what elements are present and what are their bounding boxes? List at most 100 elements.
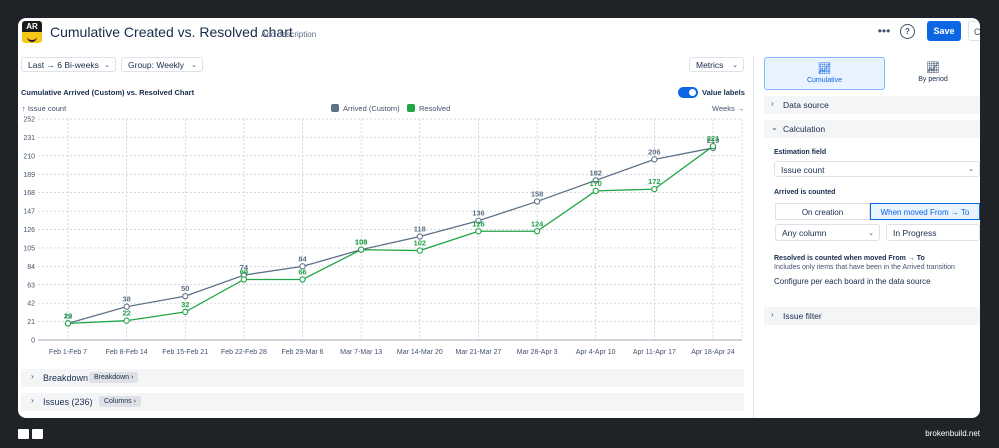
x-axis-unit: Weeks → (712, 104, 745, 113)
x-tick-label: Feb 15-Feb 21 (162, 349, 208, 356)
configure-text: Configure per each board in the data sou… (774, 277, 931, 286)
x-tick-label: Feb 8-Feb 14 (106, 349, 148, 356)
series-point (182, 308, 189, 316)
data-label: 102 (414, 239, 427, 248)
line-chart-icon: 📈︎ (817, 63, 832, 75)
on-creation-option[interactable]: On creation (775, 203, 870, 220)
issues-section[interactable]: › Issues (236) Columns › (21, 393, 744, 411)
x-tick-label: Apr 4-Apr 10 (576, 349, 616, 356)
estimation-field-select[interactable]: Issue count ⌄ (774, 161, 980, 177)
series-point (651, 186, 658, 193)
value-labels-label: Value labels (702, 88, 745, 97)
series-point (416, 247, 423, 254)
data-label: 103 (355, 238, 368, 247)
series-point (416, 233, 423, 240)
data-label: 32 (181, 300, 189, 309)
legend-item-resolved[interactable]: Resolved (407, 104, 450, 113)
breakdown-pill[interactable]: Breakdown › (89, 372, 139, 383)
calculation-section[interactable]: ⌄ Calculation (764, 120, 980, 138)
series-point (358, 246, 365, 253)
help-icon[interactable]: ? (900, 24, 915, 39)
data-label: 219 (707, 136, 720, 145)
legend-item-arrived[interactable]: Arrived (Custom) (331, 104, 400, 113)
chevron-right-icon: › (31, 372, 34, 381)
series-point (475, 228, 482, 235)
chevron-right-icon: › (31, 396, 34, 405)
chevron-down-icon: ⌄ (771, 123, 778, 132)
extra-button[interactable]: C (968, 21, 980, 41)
series-point (651, 156, 658, 163)
issue-filter-section[interactable]: › Issue filter (764, 307, 980, 325)
series-point (299, 276, 306, 283)
estimation-field-label: Estimation field (774, 149, 827, 156)
series-point (64, 320, 72, 327)
tab-by-period[interactable]: 📈︎ By period (886, 57, 980, 90)
y-tick-label: 0 (31, 338, 35, 345)
y-tick-label: 63 (27, 282, 35, 289)
app-logo: AR (22, 21, 42, 43)
from-column-select[interactable]: Any column ⌄ (775, 224, 880, 241)
y-tick-label: 105 (23, 245, 35, 252)
value-labels-toggle[interactable] (678, 87, 698, 98)
data-label: 126 (472, 219, 485, 228)
columns-pill[interactable]: Columns › (99, 396, 141, 407)
y-axis-unit: ↑ Issue count (22, 104, 67, 113)
data-label: 66 (298, 267, 306, 276)
page-title: Cumulative Created vs. Resolved chart (50, 24, 293, 40)
data-label: 50 (181, 284, 189, 293)
footer-logo (18, 429, 44, 439)
series-point (592, 177, 599, 184)
data-label: 69 (240, 267, 248, 276)
y-tick-label: 252 (23, 117, 35, 124)
data-label: 206 (648, 147, 661, 156)
tab-cumulative[interactable]: 📈︎ Cumulative (764, 57, 885, 90)
series-point (182, 293, 189, 300)
data-label: 136 (472, 209, 485, 218)
when-moved-option[interactable]: When moved From → To (870, 203, 980, 220)
metrics-select[interactable]: Metrics ⌄ (689, 57, 744, 72)
resolved-title: Resolved is counted when moved From → To (774, 255, 925, 262)
data-label: 221 (707, 134, 720, 143)
chevron-down-icon: ⌄ (104, 62, 110, 69)
save-button[interactable]: Save (927, 21, 961, 41)
series-line-0 (67, 147, 714, 324)
series-point (299, 263, 306, 270)
cumulative-line-chart: 0 21 42 63 84 105 126 147 168 189 210 231 252 Feb 1-F… (23, 117, 743, 356)
data-label: 19 (64, 311, 72, 320)
y-tick-label: 147 (23, 209, 35, 216)
data-label: 182 (589, 168, 602, 177)
to-column-select[interactable]: In Progress (886, 224, 980, 241)
y-tick-label: 42 (27, 301, 35, 308)
y-tick-label: 126 (23, 227, 35, 234)
add-description-link[interactable]: Add description (261, 30, 317, 39)
y-tick-label: 21 (27, 319, 35, 326)
x-tick-label: Feb 22-Feb 28 (221, 349, 267, 356)
footer-brand: brokenbuild.net (925, 429, 980, 438)
data-source-section[interactable]: › Data source (764, 96, 980, 114)
x-tick-label: Apr 18-Apr 24 (691, 349, 735, 356)
data-label: 74 (240, 263, 249, 272)
y-tick-label: 231 (23, 135, 35, 142)
chart-title: Cumulative Arrived (Custom) vs. Resolved… (21, 88, 195, 97)
period-select[interactable]: Last → 6 Bi-weeks ⌄ (21, 57, 116, 72)
resolved-subtitle: Includes only items that have been in th… (774, 264, 955, 271)
chevron-down-icon: ⌄ (968, 166, 974, 173)
x-tick-label: Mar 28-Apr 3 (517, 349, 558, 356)
y-tick-label: 189 (23, 172, 35, 179)
series-point (533, 198, 541, 205)
y-tick-label: 168 (23, 190, 35, 197)
data-label: 22 (122, 309, 130, 318)
series-line-1 (67, 145, 714, 324)
series-point (533, 228, 541, 235)
arrived-label: Arrived is counted (774, 189, 836, 196)
data-label: 124 (531, 219, 544, 228)
data-label: 172 (648, 177, 661, 186)
more-options-icon[interactable]: ••• (877, 24, 891, 38)
data-label: 118 (414, 225, 426, 234)
group-select[interactable]: Group: Weekly ⌄ (121, 57, 203, 72)
y-tick-label: 84 (27, 264, 35, 271)
chevron-right-icon: › (771, 99, 774, 108)
x-tick-label: Mar 7-Mar 13 (340, 349, 382, 356)
series-point (123, 317, 130, 324)
breakdown-section[interactable]: › Breakdown Breakdown › (21, 369, 744, 387)
